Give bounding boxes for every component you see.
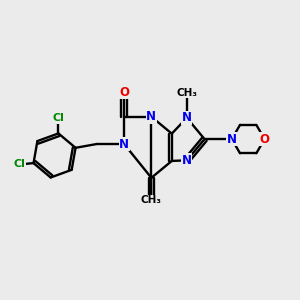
Text: Cl: Cl <box>14 160 25 170</box>
Text: CH₃: CH₃ <box>141 196 162 206</box>
Text: O: O <box>260 133 269 146</box>
Text: N: N <box>119 137 129 151</box>
Text: Cl: Cl <box>52 113 64 123</box>
Text: CH₃: CH₃ <box>176 88 197 98</box>
Text: N: N <box>182 154 192 167</box>
Text: N: N <box>146 110 156 123</box>
Text: N: N <box>227 133 237 146</box>
Text: N: N <box>182 111 192 124</box>
Text: O: O <box>146 196 156 209</box>
Text: O: O <box>119 86 129 99</box>
